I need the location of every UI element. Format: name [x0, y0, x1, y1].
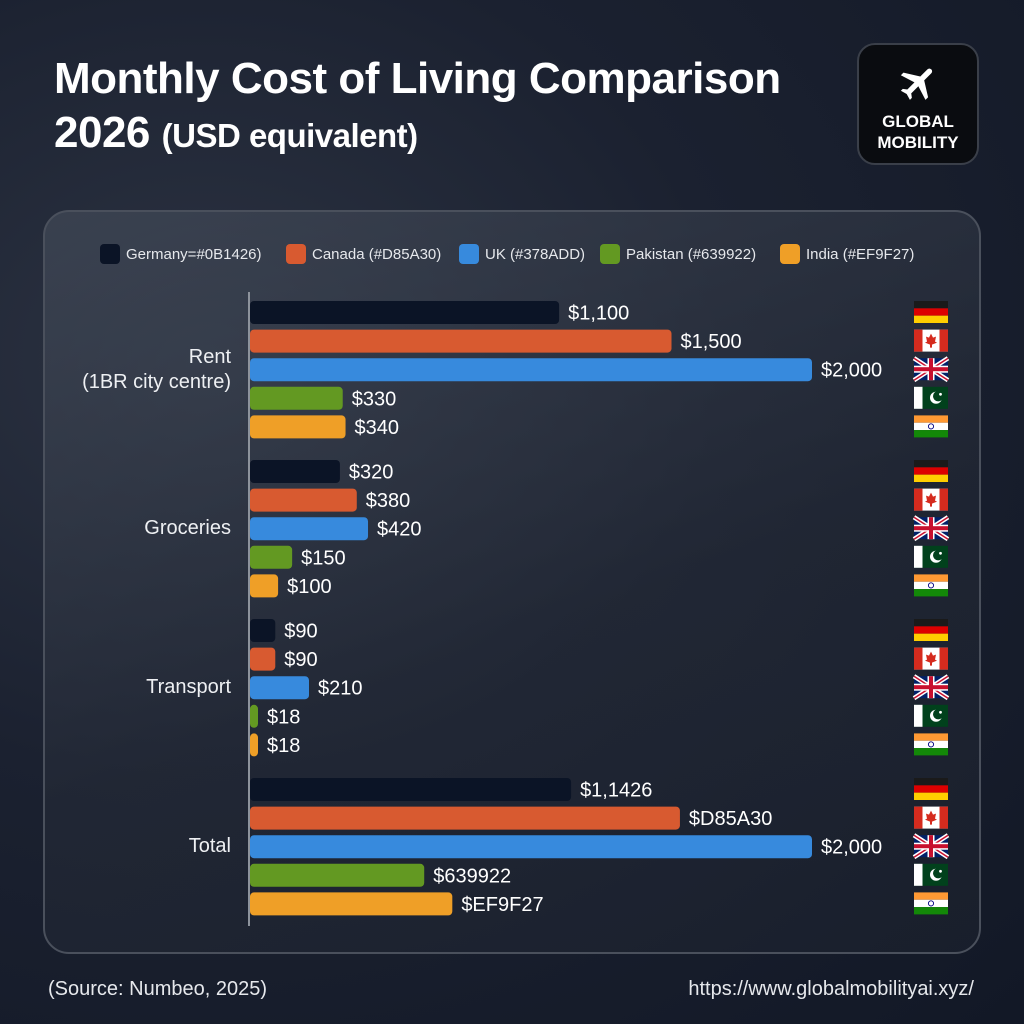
bar: [250, 329, 672, 353]
bar: [250, 619, 276, 642]
bar: [250, 733, 258, 757]
category-label: Transport: [146, 676, 231, 699]
logo-text-line2: MOBILITY: [877, 133, 959, 152]
data-label: $18: [267, 706, 300, 728]
data-label: $2,000: [821, 837, 882, 859]
bar: [250, 460, 340, 483]
india-flag-icon: [914, 892, 948, 915]
data-label: $330: [352, 388, 397, 410]
legend-item: India (#EF9F27): [780, 244, 914, 264]
legend-swatch: [600, 244, 620, 264]
legend-swatch: [459, 244, 479, 264]
legend-label: Germany=#0B1426): [126, 245, 262, 263]
data-label: $2,000: [821, 360, 882, 382]
bar: [250, 415, 346, 439]
pakistan-flag-icon: [914, 545, 948, 568]
chart-title-main: Monthly Cost of Living Comparison 2026: [54, 54, 781, 157]
bar: [250, 676, 310, 700]
chart-legend: Germany=#0B1426) Canada (#D85A30) UK (#378…: [100, 244, 929, 266]
logo-text-line1: GLOBAL: [882, 112, 954, 131]
data-label: $1,500: [681, 331, 742, 353]
data-label: $90: [284, 621, 317, 643]
uk-flag-icon: [912, 356, 950, 383]
bar: [250, 386, 343, 410]
legend-label: Canada (#D85A30): [312, 245, 442, 263]
bar: [250, 517, 369, 541]
canada-flag-icon: [914, 488, 948, 511]
legend-swatch: [100, 244, 120, 264]
legend-item: Germany=#0B1426): [100, 244, 262, 264]
canada-flag-icon: [914, 329, 948, 352]
bar: [250, 488, 357, 512]
bar: [250, 358, 812, 382]
bar: [250, 704, 258, 728]
uk-flag-icon: [912, 674, 950, 701]
logo-text: GLOBAL MOBILITY: [859, 111, 977, 153]
legend-label: India (#EF9F27): [806, 245, 915, 263]
bar: [250, 545, 293, 569]
uk-flag-icon: [912, 515, 950, 542]
airplane-icon: [900, 68, 933, 100]
source-note: (Source: Numbeo, 2025): [48, 978, 268, 1000]
uk-flag-icon: [912, 833, 950, 860]
bar: [250, 574, 279, 598]
legend-swatch: [780, 244, 800, 264]
global-mobility-logo: GLOBAL MOBILITY: [857, 43, 979, 165]
data-label: $210: [318, 678, 363, 700]
y-axis-line: [248, 292, 250, 926]
data-label: $1,100: [568, 303, 629, 325]
germany-flag-icon: [914, 301, 948, 323]
data-label: $340: [355, 417, 400, 439]
pakistan-flag-icon: [914, 704, 948, 727]
bar: [250, 863, 425, 887]
data-label: $1,1426: [580, 780, 652, 802]
data-label: $100: [287, 576, 332, 598]
data-label: $150: [301, 547, 346, 569]
canada-flag-icon: [914, 806, 948, 829]
data-label: $90: [284, 649, 317, 671]
germany-flag-icon: [914, 778, 948, 800]
legend-item: Canada (#D85A30): [286, 244, 441, 264]
category-label: Rent (1BR city centre): [82, 345, 231, 393]
bar: [250, 892, 453, 916]
chart-title-subtitle: (USD equivalent): [161, 117, 419, 154]
data-label: $18: [267, 735, 300, 757]
bar: [250, 301, 560, 324]
canada-flag-icon: [914, 647, 948, 670]
pakistan-flag-icon: [914, 863, 948, 886]
bar: [250, 835, 812, 859]
chart-title: Monthly Cost of Living Comparison 2026 (…: [54, 52, 834, 163]
legend-label: UK (#378ADD): [485, 245, 586, 263]
india-flag-icon: [914, 415, 948, 438]
legend-item: Pakistan (#639922): [600, 244, 756, 264]
germany-flag-icon: [914, 460, 948, 482]
category-label: Total: [188, 835, 231, 858]
bar: [250, 778, 572, 801]
data-label: $420: [377, 519, 422, 541]
india-flag-icon: [914, 574, 948, 597]
legend-item: UK (#378ADD): [459, 244, 585, 264]
germany-flag-icon: [914, 619, 948, 641]
bar: [250, 806, 680, 830]
bar: [250, 647, 276, 671]
india-flag-icon: [914, 733, 948, 756]
category-label: Groceries: [144, 517, 231, 540]
data-label: $380: [366, 490, 411, 512]
data-label: $D85A30: [689, 808, 772, 830]
pakistan-flag-icon: [914, 386, 948, 409]
website-url[interactable]: https://www.globalmobilityai.xyz/: [688, 978, 974, 1000]
data-label: $639922: [433, 865, 511, 887]
data-label: $320: [349, 462, 394, 484]
legend-label: Pakistan (#639922): [626, 245, 757, 263]
legend-swatch: [286, 244, 306, 264]
data-label: $EF9F27: [461, 894, 543, 916]
